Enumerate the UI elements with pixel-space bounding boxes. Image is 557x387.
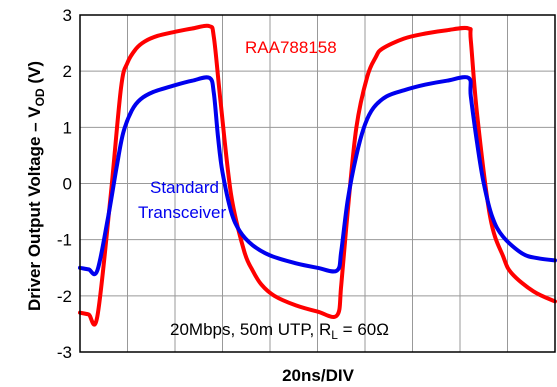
series-line-raa788158 [78, 23, 557, 327]
series-label-standard-line2: Transceiver [138, 203, 227, 222]
plot-area [79, 14, 556, 353]
conditions-main: 20Mbps, 50m UTP, R [170, 320, 331, 339]
series-label-raa788158: RAA788158 [245, 38, 337, 57]
y-tick-label: 3 [63, 6, 72, 25]
conditions-tail: = 60Ω [338, 320, 389, 339]
y-tick-labels: 3 2 1 0 -1 -2 -3 [57, 6, 72, 362]
y-tick-label: -3 [57, 343, 72, 362]
y-axis-title-sub: OD [33, 88, 47, 106]
conditions-annotation: 20Mbps, 50m UTP, RL = 60Ω [170, 320, 389, 342]
x-axis-title: 20ns/DIV [282, 366, 354, 385]
y-axis-title-tail: (V) [25, 61, 44, 88]
y-tick-label: -1 [57, 231, 72, 250]
y-tick-label: 1 [63, 118, 72, 137]
y-tick-label: -2 [57, 287, 72, 306]
series-label-standard-line1: Standard [150, 178, 219, 197]
y-tick-label: 0 [63, 175, 72, 194]
conditions-sub: L [331, 328, 338, 342]
series-line-standard-transceiver [78, 75, 557, 277]
y-tick-label: 2 [63, 62, 72, 81]
grid [80, 15, 555, 352]
y-axis-title-main: Driver Output Voltage – V [25, 106, 44, 311]
series-lines [78, 23, 557, 327]
y-axis-title: Driver Output Voltage – VOD (V) [25, 61, 47, 311]
